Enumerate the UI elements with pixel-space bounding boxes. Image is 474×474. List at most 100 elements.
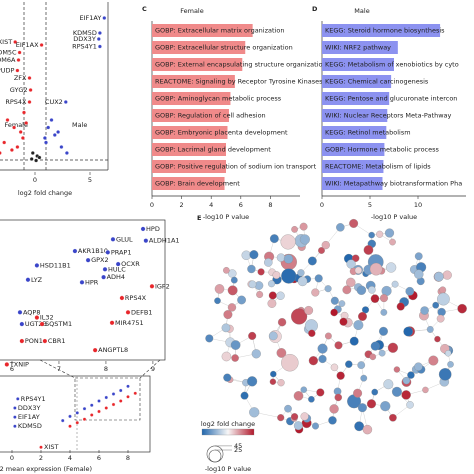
point: [20, 136, 25, 140]
bar: [152, 177, 225, 190]
point-label: EIF1AY: [18, 413, 40, 421]
network-node: [230, 340, 241, 350]
bar: [322, 177, 383, 190]
point: [30, 151, 35, 155]
network-node: [300, 412, 309, 421]
network-node: [324, 285, 332, 293]
point-label: OCXR: [121, 260, 140, 268]
point-label: RPS4Y1: [21, 395, 46, 403]
network-node: [205, 334, 214, 343]
network-node: [353, 320, 364, 331]
point: [119, 399, 123, 403]
network-node: [403, 326, 413, 337]
bar: [152, 58, 243, 71]
point: [16, 58, 21, 62]
point-label: PON1: [25, 337, 43, 345]
network-node: [237, 295, 246, 305]
point: [0, 151, 2, 155]
network-node: [283, 254, 294, 264]
point: [85, 257, 91, 263]
network-node: [317, 343, 328, 354]
bar-label: GOBP: Extracellular matrix organization: [155, 27, 284, 35]
network-node: [442, 270, 452, 280]
point: [19, 321, 25, 327]
network-node: [434, 271, 444, 282]
bar: [322, 41, 398, 54]
point-label: SQSTM1: [45, 320, 72, 328]
x-tick-label: 0: [10, 454, 14, 462]
point: [75, 411, 80, 415]
network-node: [339, 317, 348, 326]
network: [205, 218, 467, 435]
point: [56, 130, 61, 134]
point: [16, 397, 20, 401]
network-node: [268, 280, 276, 288]
point-label: HULC: [108, 265, 126, 273]
network-node: [329, 404, 339, 414]
bar-label: GOBP: Extracellular structure organizati…: [155, 44, 293, 52]
network-node: [407, 371, 415, 379]
x-tick-label: 8: [126, 454, 130, 462]
network-node: [363, 245, 374, 255]
point: [92, 347, 98, 353]
network-node: [346, 259, 356, 269]
bar: [322, 143, 385, 156]
network-node: [428, 355, 439, 366]
point: [72, 248, 78, 254]
network-node: [318, 354, 327, 364]
point: [143, 238, 149, 243]
point: [5, 118, 10, 122]
network-node: [405, 286, 415, 296]
network-node: [308, 329, 316, 337]
network-node: [357, 403, 367, 413]
point-label: EIF1AX: [16, 41, 39, 49]
point: [125, 309, 131, 315]
bar-label: KEGG: Steroid hormone biosynthesis: [325, 27, 445, 35]
point: [105, 250, 111, 255]
x-tick-label: 0: [33, 176, 37, 184]
network-node: [312, 422, 319, 430]
point: [119, 295, 125, 301]
network-node: [240, 391, 249, 400]
x-tick-label: 6: [239, 201, 243, 209]
network-node: [346, 277, 356, 288]
size-legend-circle: [208, 449, 222, 463]
network-node: [231, 354, 239, 362]
network-node: [386, 262, 397, 273]
point: [17, 50, 22, 55]
network-node: [249, 407, 260, 418]
network-node: [223, 310, 233, 319]
bar: [322, 160, 384, 173]
network-node: [227, 303, 237, 312]
bar: [322, 109, 388, 122]
point: [22, 110, 26, 115]
network-node: [401, 390, 411, 400]
network-node: [380, 309, 388, 316]
bar-label: WIKI: Nuclear Receptors Meta-Pathway: [325, 112, 451, 120]
network-node: [370, 341, 380, 351]
point: [97, 44, 102, 49]
point-label: RPS4Y1: [72, 43, 97, 51]
network-node: [257, 268, 265, 276]
network-node: [269, 234, 279, 244]
point: [109, 320, 115, 326]
point-label: ALDH1A1: [149, 237, 180, 245]
network-node: [330, 363, 339, 372]
point-label: PUDP: [0, 67, 14, 75]
network-node: [396, 302, 405, 311]
network-node: [422, 386, 429, 394]
bar-label: GOBP: Embryonic placenta development: [155, 129, 288, 137]
bar-label: GOBP: Hormone metabolic process: [325, 146, 440, 154]
network-node: [268, 331, 278, 341]
network-node: [391, 280, 399, 288]
point-label: RPS4X: [125, 294, 147, 302]
bar: [322, 58, 394, 71]
network-node: [389, 238, 396, 246]
point: [97, 409, 101, 414]
network-node: [361, 306, 370, 314]
network-node: [351, 254, 360, 263]
network-node: [299, 222, 308, 231]
bar-label: KEGG: Retinol metabolism: [325, 129, 411, 137]
x-axis-label: Log2 mean expression (Female): [0, 465, 92, 473]
point-label: TXNIP: [9, 360, 29, 368]
